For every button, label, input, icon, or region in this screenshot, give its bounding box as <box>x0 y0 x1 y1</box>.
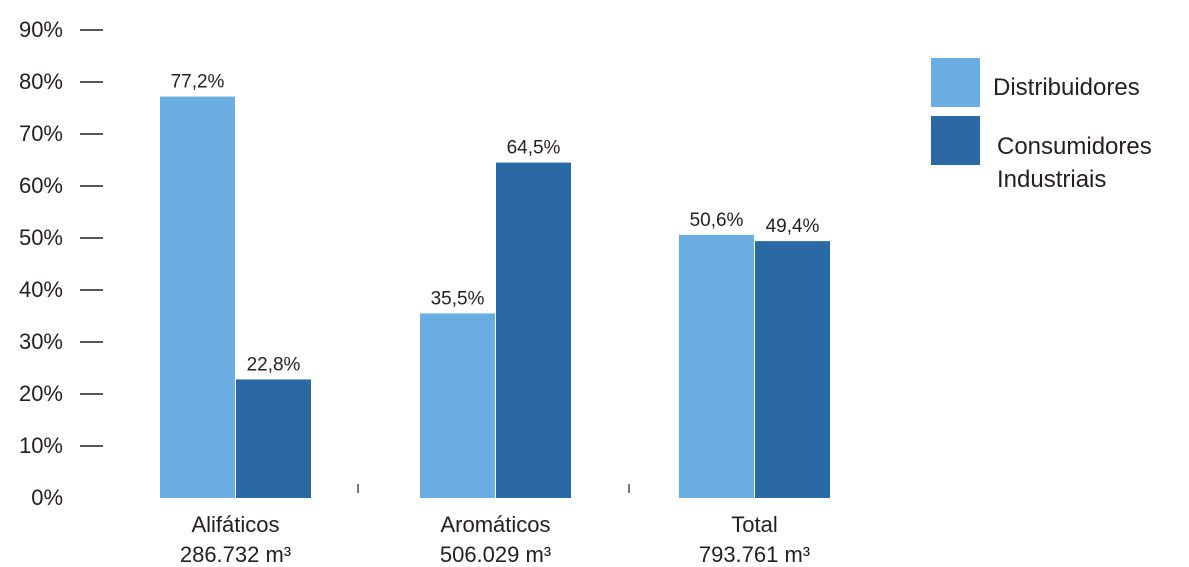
y-tick-label: 30% <box>19 329 63 354</box>
y-tick-label: 70% <box>19 121 63 146</box>
y-tick-label: 50% <box>19 225 63 250</box>
category-label: Total <box>731 512 777 537</box>
data-label: 35,5% <box>431 288 485 309</box>
y-tick-label: 20% <box>19 381 63 406</box>
legend-label-consumidores-line1: Consumidores <box>997 133 1152 160</box>
y-tick-label: 0% <box>31 485 63 510</box>
y-tick-label: 40% <box>19 277 63 302</box>
y-tick-label: 80% <box>19 69 63 94</box>
data-label: 49,4% <box>766 216 820 237</box>
bars: 77,2% 22,8% 35,5% 64,5% 50,6% 49,4% <box>160 72 830 498</box>
legend-swatch-consumidores <box>931 116 980 165</box>
bar-distribuidores-0 <box>160 96 235 498</box>
bar-distribuidores-2 <box>679 234 754 498</box>
legend-label-consumidores-line2: Industriais <box>997 166 1106 193</box>
x-axis: Alifáticos 286.732 m³ Aromáticos 506.029 m³… <box>180 484 810 567</box>
y-tick-label: 60% <box>19 173 63 198</box>
category-volume: 286.732 m³ <box>180 542 291 567</box>
bar-distribuidores-1 <box>420 313 495 498</box>
category-volume: 793.761 m³ <box>699 542 810 567</box>
data-label: 50,6% <box>690 210 744 231</box>
data-label: 64,5% <box>507 138 561 159</box>
legend: Distribuidores Consumidores Industriais <box>931 58 1152 193</box>
y-tick-label: 10% <box>19 433 63 458</box>
category-label: Aromáticos <box>440 512 550 537</box>
bar-consumidores-1 <box>496 162 571 498</box>
bar-consumidores-0 <box>236 379 311 498</box>
bar-consumidores-2 <box>755 241 830 498</box>
y-axis: 0% 10% 20% 30% 40% 50% 60% 70% 80% 90% <box>19 17 103 510</box>
data-label: 77,2% <box>171 72 225 93</box>
y-tick-label: 90% <box>19 17 63 42</box>
data-label: 22,8% <box>247 354 301 375</box>
category-label: Alifáticos <box>191 512 279 537</box>
legend-label-distribuidores: Distribuidores <box>993 74 1140 101</box>
category-volume: 506.029 m³ <box>440 542 551 567</box>
legend-swatch-distribuidores <box>931 58 980 107</box>
